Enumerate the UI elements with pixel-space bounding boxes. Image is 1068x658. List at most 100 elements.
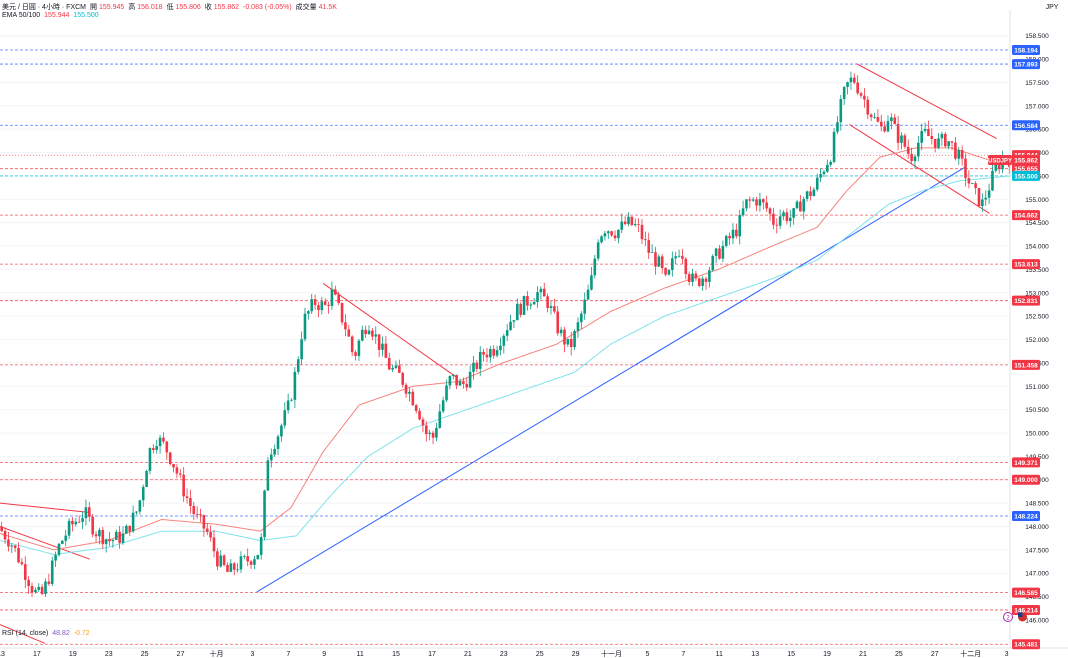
candle-body — [724, 235, 728, 246]
candle-body — [859, 93, 863, 96]
candle-body — [765, 202, 768, 209]
candle-body — [610, 231, 613, 236]
candle-body — [435, 427, 438, 438]
candle-body — [226, 565, 229, 572]
candle-body — [644, 239, 647, 241]
candle-body — [519, 303, 522, 315]
time-tick-label: 十一月 — [601, 649, 622, 658]
price-level-tag — [1012, 59, 1040, 70]
candle-body — [141, 486, 145, 501]
rsi-change: -0.72 — [73, 630, 90, 637]
price-tick-label: 150.000 — [1025, 430, 1049, 437]
time-tick-label: 9 — [322, 651, 326, 658]
candle-body — [694, 273, 698, 279]
candle-body — [559, 329, 563, 334]
price-tick-label: 150.500 — [1025, 407, 1049, 414]
candle-body — [492, 348, 496, 356]
candle-body — [751, 199, 755, 201]
ema-label[interactable]: EMA 50/100 — [2, 12, 41, 19]
candle-body — [586, 289, 590, 300]
candle-body — [384, 343, 388, 358]
candle-body — [253, 559, 256, 565]
candle-body — [478, 351, 482, 369]
candle-body — [448, 376, 452, 386]
us-flag-canton — [1018, 612, 1023, 617]
candle-body — [438, 411, 442, 428]
candle-body — [222, 555, 226, 566]
candle-body — [266, 460, 270, 491]
candle-body — [866, 99, 870, 115]
candle-body — [873, 117, 876, 118]
candle-body — [819, 174, 822, 178]
change-value: -0.083 (-0.05%) — [243, 4, 292, 11]
candle-body — [47, 581, 51, 584]
candle-body — [647, 240, 651, 253]
candle-body — [451, 374, 455, 377]
candle-body — [411, 391, 415, 406]
candle-body — [836, 122, 839, 132]
trendline-sep-downtrend — [0, 502, 90, 513]
time-tick-label: 19 — [69, 651, 77, 658]
candle-body — [920, 130, 923, 143]
candle-body — [330, 289, 334, 306]
candle-body — [0, 526, 3, 532]
candle-body — [98, 529, 101, 537]
symbol-name[interactable]: 美元 / 日圓 · 4小時 · FXCM — [2, 4, 86, 11]
candle-body — [964, 158, 967, 179]
candle-body — [485, 354, 489, 358]
candle-body — [475, 362, 479, 369]
candle-body — [596, 242, 600, 259]
time-tick-label: 29 — [572, 651, 580, 658]
price-level-tag-label: 156.584 — [1014, 123, 1038, 130]
candle-body — [88, 507, 91, 517]
candle-body — [735, 229, 738, 237]
rsi-value: 48.82 — [52, 630, 70, 637]
candle-body — [660, 256, 664, 269]
time-tick-label: 25 — [895, 651, 903, 658]
candle-body — [300, 339, 303, 360]
price-level-tag-label: 158.194 — [1014, 48, 1038, 55]
candle-body — [145, 470, 148, 487]
price-level-tag — [1012, 295, 1040, 306]
candle-body — [317, 305, 320, 311]
candle-body — [269, 454, 273, 461]
candle-body — [650, 252, 654, 253]
candle-body — [633, 224, 637, 226]
candle-body — [7, 539, 10, 547]
candle-body — [101, 529, 105, 545]
volume-value: 41.5K — [318, 4, 337, 11]
candle-body — [512, 320, 516, 322]
candle-body — [590, 275, 593, 290]
price-tick-label: 152.500 — [1025, 314, 1049, 321]
candle-body — [546, 296, 549, 309]
candle-body — [664, 268, 667, 275]
candle-body — [657, 256, 661, 267]
candle-body — [967, 178, 971, 184]
candle-body — [178, 473, 182, 475]
time-axis[interactable]: 13 17 19 23 25 27 十月 3 7 9 11 15 17 21 23 25 29 十一月 5 7 11 13… — [0, 649, 1009, 658]
rsi-legend: RSI (14, close) 48.82 -0.72 — [2, 630, 92, 637]
price-level-tag — [1012, 639, 1040, 650]
price-tick-label: 149.500 — [1025, 454, 1049, 461]
price-level-tag-label: 151.458 — [1014, 362, 1038, 369]
price-tick-label: 151.000 — [1025, 384, 1049, 391]
candle-body — [283, 410, 287, 426]
candle-body — [232, 563, 236, 570]
price-level-tag — [1012, 259, 1040, 270]
candle-body — [30, 586, 34, 593]
candle-body — [580, 313, 583, 323]
time-tick-label: 23 — [105, 651, 113, 658]
candle-body — [954, 142, 957, 159]
candle-body — [425, 425, 428, 435]
candle-body — [152, 448, 155, 450]
candle-body — [303, 313, 307, 340]
candle-body — [846, 82, 849, 88]
candle-body — [350, 336, 354, 353]
candle-body — [893, 117, 897, 124]
close-price-tag-label: 155.862 — [1014, 158, 1038, 165]
candle-body — [239, 556, 243, 570]
rsi-label[interactable]: RSI (14, close) — [2, 630, 49, 637]
candle-body — [603, 233, 607, 237]
candle-body — [165, 441, 169, 453]
